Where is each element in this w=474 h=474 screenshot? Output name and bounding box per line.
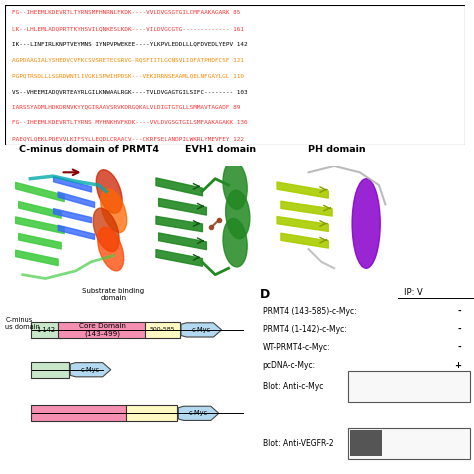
Text: pcDNA-c-Myc:: pcDNA-c-Myc: [263,361,316,370]
Polygon shape [70,363,111,377]
Text: +: + [454,361,461,370]
Text: LK--LHLEMLADQPRTTKYHSVILQNKESLKDK----VILDVGCGTG------------- 161: LK--LHLEMLADQPRTTKYHSVILQNKESLKDK----VIL… [12,26,244,31]
FancyBboxPatch shape [350,430,383,456]
Text: IK---LINFIRLKNPTVEYMNS IYNPVPWEKEE----YLKPVLEDDLLLQFDVEDLYEPV 142: IK---LINFIRLKNPTVEYMNS IYNPVPWEKEE----YL… [12,42,247,47]
Text: -: - [457,307,461,316]
FancyBboxPatch shape [58,322,147,338]
Text: PAEQYLQEKLPDEVVLKIFSYLLEQDLCRAACV---CKRFSELANDPILWKRLYMEVFEY 122: PAEQYLQEKLPDEVVLKIFSYLLEQDLCRAACV---CKRF… [12,136,244,141]
Ellipse shape [96,170,122,213]
Text: 500-585: 500-585 [149,328,175,332]
Ellipse shape [98,228,124,271]
Polygon shape [178,406,219,420]
Text: c-Myc: c-Myc [81,367,100,373]
Polygon shape [181,323,221,337]
FancyBboxPatch shape [31,362,69,378]
Text: EVH1 domain: EVH1 domain [185,145,256,154]
Text: PGPQTRSDLLLSGRDWNTLIVGKLSPWIHPDSK---VEKIRRNSEAAMLQELNFGAYLGL 119: PGPQTRSDLLLSGRDWNTLIVGKLSPWIHPDSK---VEKI… [12,73,244,78]
Ellipse shape [223,161,247,210]
FancyBboxPatch shape [31,405,128,421]
Text: PRMT4 (1-142)-c-Myc:: PRMT4 (1-142)-c-Myc: [263,325,346,334]
Text: FG--IHEEMLKDEVRTLTYRNS MYHNKHVFKDK----VVLDVGSGTGILSMFAAKAGAKK 136: FG--IHEEMLKDEVRTLTYRNS MYHNKHVFKDK----VV… [12,120,247,126]
Text: D: D [260,288,271,301]
Text: 1-142: 1-142 [36,327,55,333]
FancyBboxPatch shape [347,428,470,459]
Text: C-minus domain of PRMT4: C-minus domain of PRMT4 [19,145,159,154]
Text: FG--IHEEMLKDEVRTLTYRNSMFHNRNLFKDK----VVLDVGSGTGILCMFAAKAGARK 85: FG--IHEEMLKDEVRTLTYRNSMFHNRNLFKDK----VVL… [12,10,240,15]
Ellipse shape [223,219,247,267]
FancyBboxPatch shape [347,371,470,402]
Text: Blot: Anti-c-Myc: Blot: Anti-c-Myc [263,382,323,391]
Text: c-Myc: c-Myc [191,327,211,333]
Text: PH domain: PH domain [308,145,366,154]
Text: IARSSYADMLHDKDRNVKYYQGIRAAVSRVKDRGQKALVLDIGTGTGLLSMMAVTAGADF 89: IARSSYADMLHDKDRNVKYYQGIRAAVSRVKDRGQKALVL… [12,105,240,109]
Text: c-Myc: c-Myc [189,410,208,416]
Ellipse shape [93,208,119,252]
Text: PRMT4 (143-585)-c-Myc:: PRMT4 (143-585)-c-Myc: [263,307,356,316]
FancyBboxPatch shape [31,322,61,338]
Text: C-minus
us domain: C-minus us domain [5,317,40,329]
Ellipse shape [226,190,250,239]
Text: VS--VHEEMIADQVRTEAYRLGILKNWAALRGK----TVLDVGAGTGILSIFC-------- 103: VS--VHEEMIADQVRTEAYRLGILKNWAALRGK----TVL… [12,89,247,94]
Ellipse shape [352,179,380,268]
Text: Blot: Anti-VEGFR-2: Blot: Anti-VEGFR-2 [263,439,333,447]
Text: -: - [457,343,461,352]
Text: Substrate binding
domain: Substrate binding domain [82,288,145,301]
Text: WT-PRMT4-c-Myc:: WT-PRMT4-c-Myc: [263,343,330,352]
Text: -: - [457,325,461,334]
Text: IP: V: IP: V [404,288,423,297]
Ellipse shape [101,189,127,232]
Text: Core Domain
(143-499): Core Domain (143-499) [79,323,126,337]
FancyBboxPatch shape [145,322,180,338]
Text: AGPDAAGIALYSHEDVCVFKCSVSRETECSRVG-RQSFIITLGCNSVLIQFATPHDFCSF 121: AGPDAAGIALYSHEDVCVFKCSVSRETECSRVG-RQSFII… [12,57,244,63]
FancyBboxPatch shape [126,405,177,421]
